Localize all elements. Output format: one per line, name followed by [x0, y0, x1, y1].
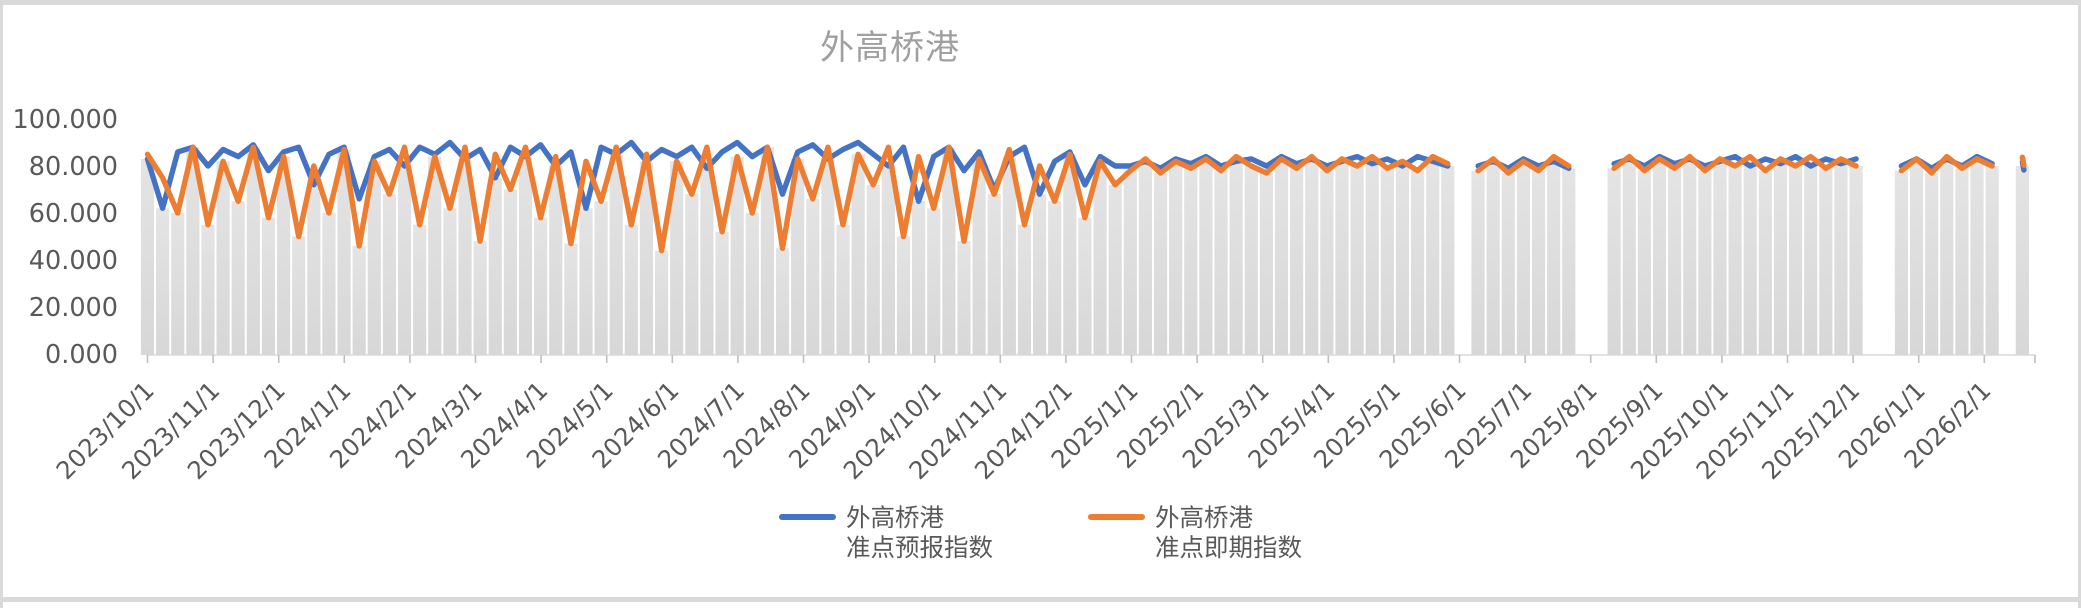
spot-line-swatch	[1088, 514, 1145, 520]
legend-item-spot[interactable]: 外高桥港 准点即期指数	[1088, 503, 1302, 563]
x-axis-labels: 2023/10/12023/11/12023/12/12024/1/12024/…	[50, 376, 1996, 485]
spot-legend-label: 外高桥港 准点即期指数	[1155, 503, 1302, 562]
legend-item-forecast[interactable]: 外高桥港 准点预报指数	[779, 503, 993, 563]
svg-text:20.000: 20.000	[29, 293, 118, 323]
window-border-bottom	[0, 597, 2081, 602]
forecast-line-swatch	[779, 514, 836, 520]
y-axis-labels: 0.000 20.000 40.000 60.000 80.000 100.000	[13, 105, 118, 370]
window-border-right	[2078, 0, 2081, 608]
x-axis-ticks	[146, 355, 2036, 363]
svg-text:0.000: 0.000	[45, 340, 118, 370]
svg-text:80.000: 80.000	[29, 152, 118, 182]
svg-text:60.000: 60.000	[29, 199, 118, 229]
window-border-top	[0, 0, 2081, 5]
svg-text:100.000: 100.000	[13, 105, 118, 135]
chart-title: 外高桥港	[820, 28, 960, 68]
spot-line-series	[144, 144, 2027, 254]
forecast-legend-label: 外高桥港 准点预报指数	[846, 503, 993, 562]
svg-text:40.000: 40.000	[29, 246, 118, 276]
chart-legend: 外高桥港 准点预报指数 外高桥港 准点即期指数	[0, 503, 2081, 563]
window-border-left	[0, 0, 3, 608]
background-bars	[140, 147, 2029, 355]
